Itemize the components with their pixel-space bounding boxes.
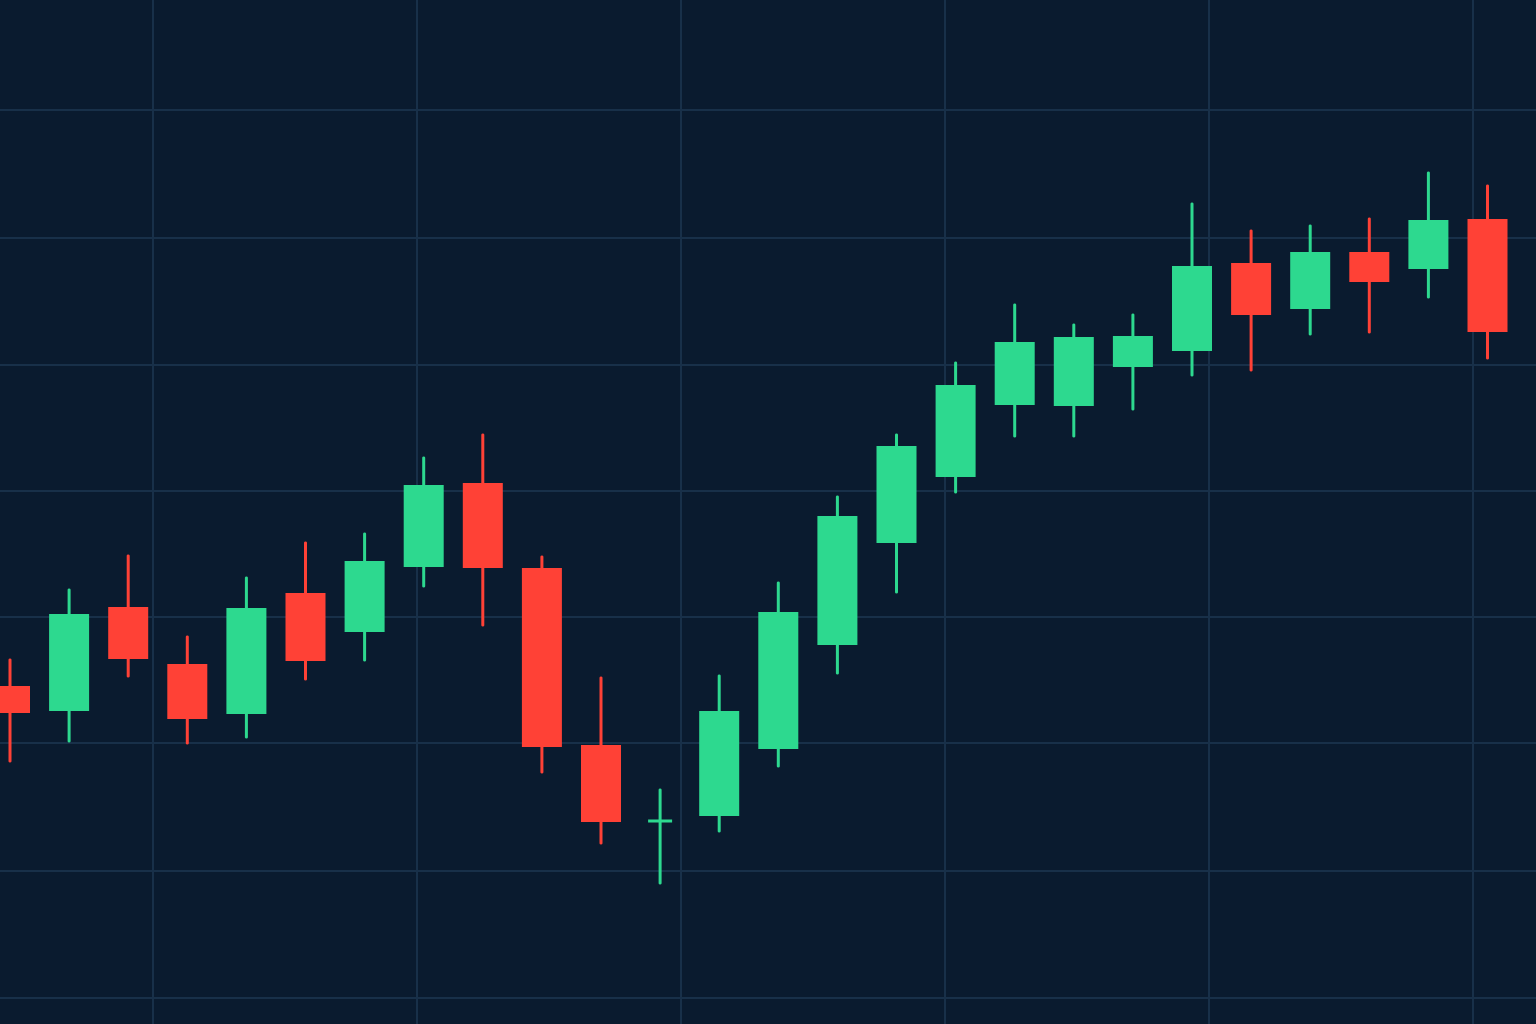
candle-16 (876, 433, 917, 594)
candle-17 (935, 361, 976, 494)
candle-5 (226, 576, 267, 739)
candle-1 (0, 658, 30, 763)
candle-body (1290, 252, 1331, 309)
candle-body (462, 483, 503, 568)
candle-body (1112, 336, 1153, 367)
candle-21 (1172, 202, 1212, 377)
candle-24 (1349, 217, 1390, 334)
candle-body (167, 664, 208, 719)
candle-13 (699, 674, 740, 833)
candle-23 (1290, 224, 1331, 336)
candle-25 (1408, 171, 1449, 299)
candle-body (935, 385, 976, 477)
candle-26 (1467, 184, 1508, 360)
candle-body (1349, 252, 1390, 282)
candle-body (581, 745, 621, 822)
candle-18 (994, 303, 1035, 438)
candle-body (108, 607, 149, 659)
candle-10 (521, 555, 562, 774)
candle-body (648, 819, 673, 823)
candle-22 (1231, 229, 1272, 372)
candle-4 (167, 635, 208, 745)
candle-body (344, 561, 385, 632)
candle-body (49, 614, 90, 711)
candle-3 (108, 554, 149, 678)
candle-body (994, 342, 1035, 405)
candle-2 (49, 588, 90, 743)
candle-body (1053, 337, 1094, 406)
candle-14 (758, 581, 799, 768)
candle-body (403, 485, 444, 567)
candle-7 (344, 532, 385, 662)
candle-body (1231, 263, 1272, 315)
candle-body (876, 446, 917, 543)
candle-body (1467, 219, 1508, 332)
candle-20 (1112, 313, 1153, 411)
candle-15 (817, 495, 858, 675)
candle-body (521, 568, 562, 747)
candle-8 (403, 456, 444, 588)
candle-body (699, 711, 740, 816)
candle-12 (648, 788, 673, 885)
candle-body (0, 686, 30, 713)
candle-body (817, 516, 858, 645)
candle-body (1408, 220, 1449, 269)
candle-19 (1053, 323, 1094, 438)
candle-body (226, 608, 267, 714)
candle-6 (285, 541, 326, 681)
candle-11 (581, 676, 621, 845)
candles (0, 171, 1508, 885)
candle-9 (462, 433, 503, 627)
candle-body (285, 593, 326, 661)
candle-body (758, 612, 799, 749)
candle-body (1172, 266, 1212, 351)
